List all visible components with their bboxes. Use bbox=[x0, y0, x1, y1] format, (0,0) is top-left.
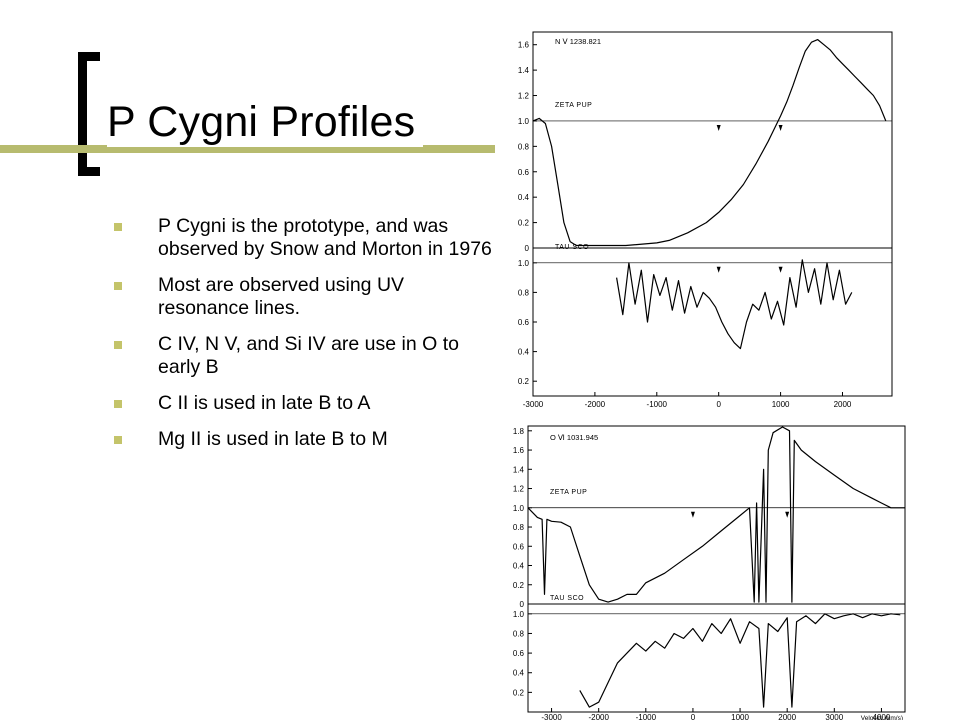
velocity-marker-arrow-icon bbox=[716, 266, 721, 273]
spectrum-line bbox=[616, 259, 853, 350]
y-tick-label: 0.2 bbox=[513, 688, 525, 697]
x-tick-label: -2000 bbox=[585, 400, 606, 409]
bullet-square-icon bbox=[114, 223, 122, 231]
panel-frame bbox=[527, 425, 906, 605]
x-tick-label: -2000 bbox=[588, 713, 609, 720]
x-tick-label: -1000 bbox=[636, 713, 657, 720]
y-tick-label: 1.6 bbox=[513, 446, 525, 455]
star-label: ZETA PUP bbox=[550, 489, 587, 496]
y-tick-label: 0.8 bbox=[518, 288, 530, 297]
y-tick-label: 1.8 bbox=[513, 427, 525, 436]
bullet-item: C II is used in late B to A bbox=[114, 392, 494, 415]
panel-frame bbox=[527, 603, 906, 713]
y-tick-label: 1.2 bbox=[518, 92, 530, 101]
x-axis-label: Velocity (km/s) bbox=[861, 715, 903, 720]
y-tick-label: 0.6 bbox=[518, 318, 530, 327]
bullet-list: P Cygni is the prototype, and was observ… bbox=[114, 215, 494, 464]
y-tick-label: 0.4 bbox=[518, 193, 530, 202]
bullet-text: Mg II is used in late B to M bbox=[158, 428, 388, 450]
y-tick-label: 0.6 bbox=[513, 542, 525, 551]
y-tick-label: 0.8 bbox=[513, 523, 525, 532]
x-tick-label: 0 bbox=[716, 400, 721, 409]
x-tick-label: -3000 bbox=[541, 713, 562, 720]
y-tick-label: 0.4 bbox=[518, 348, 530, 357]
x-tick-label: 2000 bbox=[778, 713, 796, 720]
x-tick-label: 1000 bbox=[772, 400, 790, 409]
y-tick-label: 0.6 bbox=[513, 649, 525, 658]
y-tick-label: 1.2 bbox=[513, 485, 525, 494]
velocity-marker-arrow-icon bbox=[690, 511, 695, 518]
y-tick-label: 0.6 bbox=[518, 168, 530, 177]
y-tick-label: 0 bbox=[525, 244, 530, 253]
star-label: ZETA PUP bbox=[555, 102, 592, 109]
line-id-label: N Ⅴ 1238.821 bbox=[555, 37, 601, 46]
panel-frame bbox=[532, 31, 893, 249]
velocity-marker-arrow-icon bbox=[785, 511, 790, 518]
bullet-square-icon bbox=[114, 282, 122, 290]
x-tick-label: 4000 bbox=[873, 713, 891, 720]
x-tick-label: 1000 bbox=[731, 713, 749, 720]
bullet-text: C II is used in late B to A bbox=[158, 392, 371, 414]
x-tick-label: -3000 bbox=[523, 400, 544, 409]
bullet-text: P Cygni is the prototype, and was observ… bbox=[158, 215, 492, 260]
y-tick-label: 0.2 bbox=[518, 219, 530, 228]
y-tick-label: 0.4 bbox=[513, 562, 525, 571]
y-tick-label: 1.4 bbox=[518, 66, 530, 75]
bullet-item: C IV, N V, and Si IV are use in O to ear… bbox=[114, 333, 494, 379]
y-tick-label: 0.4 bbox=[513, 669, 525, 678]
y-tick-label: 1.0 bbox=[518, 117, 530, 126]
x-tick-label: 2000 bbox=[834, 400, 852, 409]
bullet-item: Most are observed using UV resonance lin… bbox=[114, 274, 494, 320]
bullet-square-icon bbox=[114, 400, 122, 408]
y-tick-label: 1.6 bbox=[518, 41, 530, 50]
x-tick-label: 0 bbox=[691, 713, 696, 720]
bullet-item: P Cygni is the prototype, and was observ… bbox=[114, 215, 494, 261]
y-tick-label: 0.2 bbox=[513, 581, 525, 590]
title-accent-bar bbox=[0, 145, 495, 153]
spectrum-line bbox=[527, 426, 905, 603]
line-id-label: O Ⅵ 1031.945 bbox=[550, 433, 598, 442]
y-tick-label: 0.8 bbox=[513, 629, 525, 638]
velocity-marker-arrow-icon bbox=[778, 266, 783, 273]
star-label: TAU SCO bbox=[555, 244, 589, 251]
p-cygni-spectra-figure: 0 0.2 0.4 0.6 0.8 1.0 1.2 1.4 1.6 ZETA PUP 0.2 0.4 0… bbox=[513, 31, 906, 720]
velocity-marker-arrow-icon bbox=[716, 124, 721, 131]
y-tick-label: 1.4 bbox=[513, 465, 525, 474]
star-label: TAU SCO bbox=[550, 595, 584, 602]
velocity-marker-arrow-icon bbox=[778, 124, 783, 131]
y-tick-label: 0.2 bbox=[518, 377, 530, 386]
spectrum-line bbox=[532, 39, 887, 247]
x-tick-label: -1000 bbox=[647, 400, 668, 409]
panel-frame bbox=[532, 247, 893, 397]
bullet-text: C IV, N V, and Si IV are use in O to ear… bbox=[158, 333, 459, 378]
slide-title: P Cygni Profiles bbox=[107, 98, 424, 147]
spectrum-line bbox=[579, 613, 901, 708]
title-bracket bbox=[78, 52, 100, 176]
x-tick-label: 3000 bbox=[825, 713, 843, 720]
bullet-item: Mg II is used in late B to M bbox=[114, 428, 494, 451]
y-tick-label: 1.0 bbox=[518, 259, 530, 268]
bullet-square-icon bbox=[114, 436, 122, 444]
y-tick-label: 1.0 bbox=[513, 610, 525, 619]
bullet-square-icon bbox=[114, 341, 122, 349]
y-tick-label: 0.8 bbox=[518, 142, 530, 151]
bullet-text: Most are observed using UV resonance lin… bbox=[158, 274, 405, 319]
y-tick-label: 0 bbox=[520, 600, 525, 609]
y-tick-label: 1.0 bbox=[513, 504, 525, 513]
